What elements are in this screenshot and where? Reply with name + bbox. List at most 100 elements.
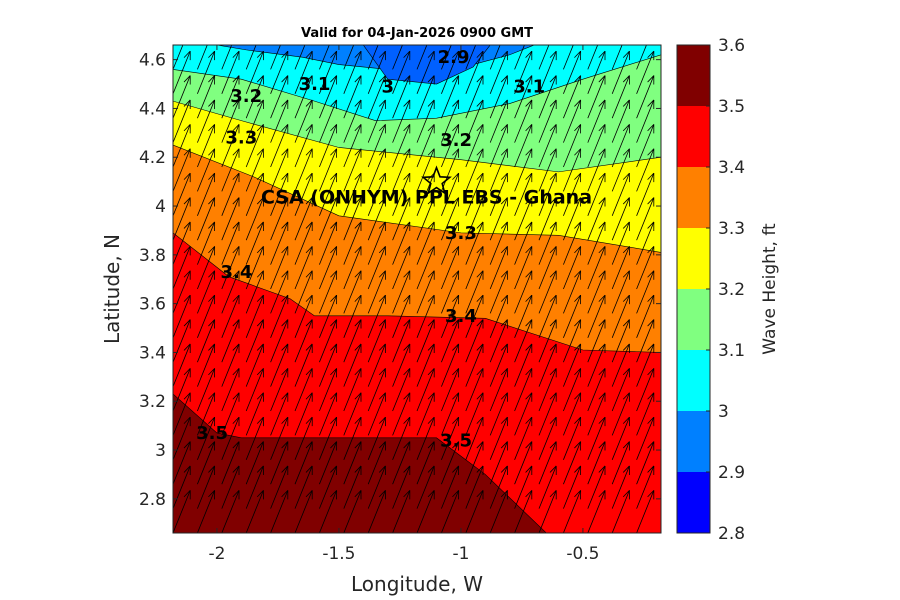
wind-arrow bbox=[197, 416, 216, 460]
contour-label: 3.1 bbox=[299, 74, 331, 95]
wind-arrow bbox=[465, 148, 484, 192]
wind-arrow bbox=[392, 368, 411, 412]
contour-label: 3.2 bbox=[230, 86, 262, 107]
wind-arrow bbox=[221, 490, 240, 533]
wind-arrow bbox=[489, 392, 508, 436]
wind-arrow bbox=[270, 99, 289, 143]
wind-arrow bbox=[221, 368, 240, 412]
colorbar-tick-label: 3.1 bbox=[718, 341, 745, 361]
colorbar-label: Wave Height, ft bbox=[760, 223, 780, 355]
wind-arrow bbox=[660, 434, 661, 436]
wind-arrow bbox=[465, 172, 484, 216]
wind-arrow bbox=[392, 392, 411, 436]
wind-arrow bbox=[538, 45, 550, 70]
colorbar-segment bbox=[677, 167, 710, 228]
wind-arrow bbox=[367, 343, 386, 387]
wind-arrow bbox=[197, 368, 216, 412]
wind-arrow bbox=[343, 50, 362, 94]
wind-arrow bbox=[221, 124, 240, 168]
x-tick-label: -1 bbox=[452, 544, 469, 564]
wind-arrow bbox=[465, 99, 484, 143]
wind-arrow bbox=[367, 124, 386, 168]
wind-arrow bbox=[197, 343, 216, 387]
wind-arrow bbox=[563, 294, 582, 338]
wind-arrow bbox=[197, 490, 216, 533]
wind-arrow bbox=[367, 45, 379, 70]
wind-arrow bbox=[587, 490, 606, 533]
wind-arrow bbox=[270, 319, 289, 363]
wind-arrow bbox=[587, 221, 606, 265]
wind-arrow bbox=[441, 197, 460, 241]
wind-arrow bbox=[294, 197, 313, 241]
wind-arrow bbox=[270, 368, 289, 412]
wind-arrow bbox=[367, 75, 386, 119]
wind-arrow bbox=[221, 246, 240, 290]
wind-arrow bbox=[514, 124, 533, 168]
wind-arrow bbox=[465, 124, 484, 168]
wind-arrow bbox=[319, 368, 338, 412]
wind-arrow bbox=[514, 197, 533, 241]
wind-arrow bbox=[294, 441, 313, 485]
wind-arrow bbox=[538, 50, 557, 94]
wind-arrow bbox=[538, 392, 557, 436]
wind-arrow bbox=[197, 294, 216, 338]
wind-arrow bbox=[392, 124, 411, 168]
wind-arrow bbox=[392, 319, 411, 363]
wind-arrow bbox=[660, 117, 661, 119]
wind-arrow bbox=[636, 172, 655, 216]
colorbar-tick-label: 3.3 bbox=[718, 219, 745, 239]
wind-arrow bbox=[611, 294, 630, 338]
wind-arrow bbox=[319, 441, 338, 485]
wind-arrow bbox=[367, 270, 386, 314]
wind-arrow bbox=[367, 50, 386, 94]
wind-arrow bbox=[221, 294, 240, 338]
wind-arrow bbox=[538, 221, 557, 265]
site-label: CSA (ONHYM) PPL EBS - Ghana bbox=[261, 187, 592, 209]
wind-arrow bbox=[197, 50, 216, 94]
x-tick-label: -0.5 bbox=[566, 544, 599, 564]
wind-arrow bbox=[538, 197, 557, 241]
wind-arrow bbox=[441, 99, 460, 143]
wind-arrow bbox=[514, 343, 533, 387]
wind-arrow bbox=[416, 45, 428, 70]
wind-arrow bbox=[221, 270, 240, 314]
wind-arrow bbox=[660, 214, 661, 216]
wind-arrow bbox=[294, 221, 313, 265]
wind-arrow bbox=[173, 50, 191, 94]
wind-arrow bbox=[221, 45, 233, 70]
wind-arrow bbox=[465, 294, 484, 338]
wind-arrow bbox=[245, 343, 264, 387]
wind-arrow bbox=[587, 75, 606, 119]
wind-arrow bbox=[392, 441, 411, 485]
wind-arrow bbox=[416, 319, 435, 363]
wind-arrow bbox=[636, 319, 655, 363]
wind-arrow bbox=[221, 148, 240, 192]
wind-arrow bbox=[441, 124, 460, 168]
wind-arrow bbox=[587, 392, 606, 436]
wind-arrow bbox=[245, 148, 264, 192]
wind-arrow bbox=[221, 392, 240, 436]
wind-arrow bbox=[367, 172, 386, 216]
wind-arrow bbox=[343, 465, 362, 509]
wind-arrow bbox=[392, 50, 411, 94]
wind-arrow bbox=[173, 441, 191, 485]
wind-arrow bbox=[563, 416, 582, 460]
colorbar-tick-label: 3.6 bbox=[718, 36, 745, 56]
wind-arrow bbox=[245, 392, 264, 436]
wind-arrow bbox=[197, 465, 216, 509]
wind-arrow bbox=[538, 75, 557, 119]
wind-arrow bbox=[367, 392, 386, 436]
wind-arrow bbox=[245, 490, 264, 533]
wind-arrow bbox=[489, 148, 508, 192]
wind-arrow bbox=[416, 270, 435, 314]
wind-arrow bbox=[245, 319, 264, 363]
wind-arrow bbox=[611, 172, 630, 216]
wind-arrow bbox=[660, 361, 661, 363]
wind-arrow bbox=[270, 246, 289, 290]
wind-arrow bbox=[611, 124, 630, 168]
wind-arrow bbox=[294, 465, 313, 509]
wind-arrow bbox=[392, 99, 411, 143]
wind-arrow bbox=[319, 75, 338, 119]
wind-arrow bbox=[173, 319, 191, 363]
wind-arrow bbox=[611, 50, 630, 94]
